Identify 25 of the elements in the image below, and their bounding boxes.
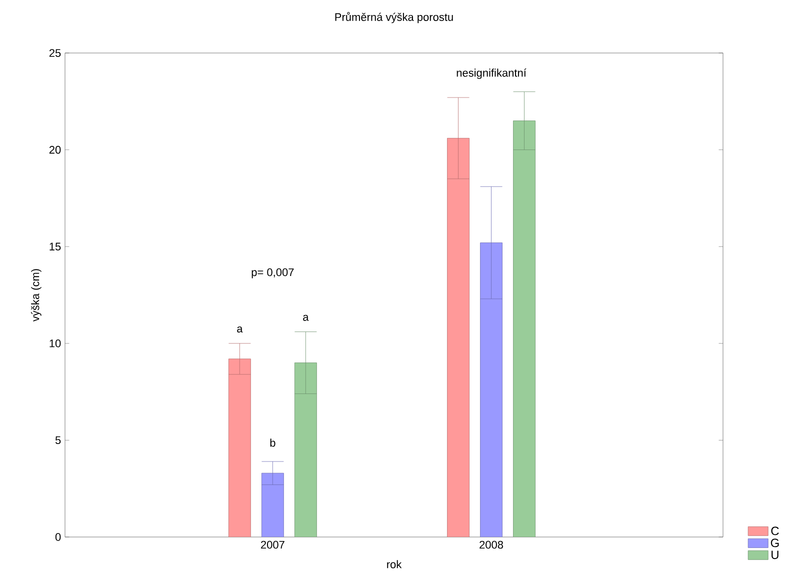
- y-tick-label: 20: [49, 146, 61, 154]
- x-tick-label: 2007: [260, 540, 284, 549]
- annotation: nesignifikantní: [456, 68, 526, 79]
- annotation: b: [270, 438, 276, 447]
- bar: [513, 120, 536, 537]
- bar: [480, 242, 502, 537]
- chart-title: Průměrná výška porostu: [335, 12, 453, 24]
- y-tick-label: 10: [50, 339, 61, 348]
- legend-label: C: [771, 526, 779, 536]
- y-tick-label: 0: [55, 533, 61, 541]
- y-tick-label: 5: [55, 436, 61, 444]
- legend-label: G: [770, 538, 779, 548]
- bar: [294, 362, 317, 537]
- y-tick-label: 25: [49, 49, 61, 57]
- y-axis-title: výška (cm): [30, 269, 42, 322]
- x-axis-title: rok: [387, 560, 402, 568]
- annotation: p= 0,007: [252, 268, 294, 278]
- bar: [261, 472, 284, 537]
- legend-label: U: [772, 550, 778, 560]
- bar: [228, 358, 251, 537]
- x-tick-label: 2008: [480, 540, 504, 549]
- annotation: a: [303, 314, 309, 321]
- annotation: a: [237, 326, 243, 333]
- bar: [447, 138, 470, 537]
- y-tick-label: 15: [50, 242, 61, 250]
